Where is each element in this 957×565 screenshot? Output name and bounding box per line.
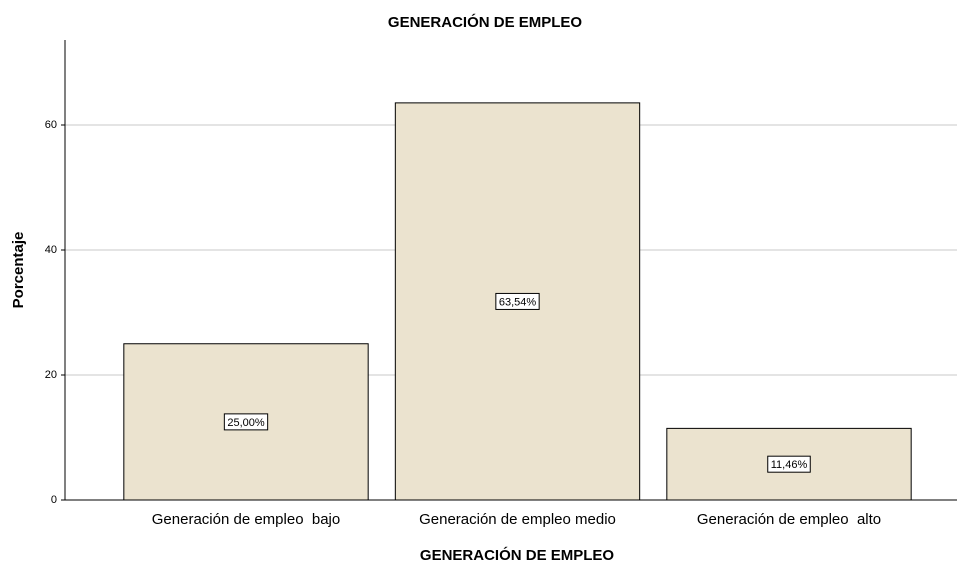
y-tick-label: 20 xyxy=(45,369,57,381)
x-tick-label: Generación de empleo bajo xyxy=(152,511,340,528)
value-label: 11,46% xyxy=(771,459,808,471)
chart-title: GENERACIÓN DE EMPLEO xyxy=(388,13,583,31)
x-axis-label: GENERACIÓN DE EMPLEO xyxy=(420,546,615,564)
value-label-box xyxy=(767,455,811,473)
value-label: 63,54% xyxy=(499,296,537,308)
value-label-box xyxy=(495,292,540,310)
y-tick-label: 40 xyxy=(45,244,57,256)
x-tick-label: Generación de empleo alto xyxy=(697,511,881,528)
value-label-box xyxy=(223,413,269,431)
value-label: 25,00% xyxy=(227,417,265,429)
y-axis-label: Porcentaje xyxy=(10,232,27,309)
x-tick-label: Generación de empleo medio xyxy=(419,511,616,528)
y-tick-label: 0 xyxy=(51,494,57,506)
y-tick-label: 60 xyxy=(45,119,57,131)
